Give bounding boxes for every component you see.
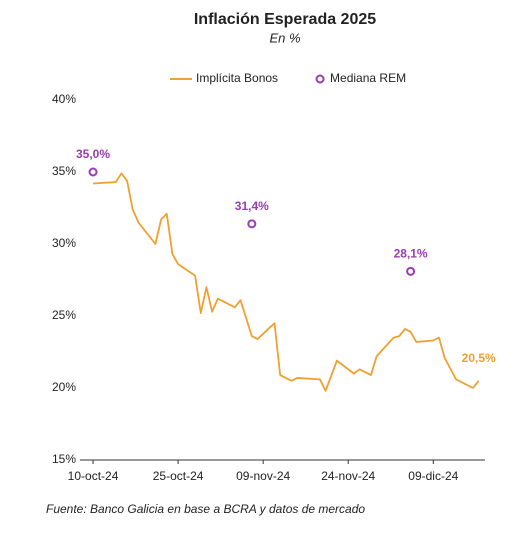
y-tick-label: 15%: [52, 452, 76, 466]
chart-title: Inflación Esperada 2025: [194, 11, 376, 28]
y-tick-label: 25%: [52, 308, 76, 322]
x-tick-label: 09-nov-24: [236, 469, 290, 483]
scatter-point: [88, 167, 98, 177]
data-label: 28,1%: [394, 247, 428, 261]
legend-swatch: [315, 74, 325, 84]
scatter-point: [247, 219, 257, 229]
x-tick-label: 09-dic-24: [408, 469, 458, 483]
y-tick-label: 40%: [52, 92, 76, 106]
data-label: 31,4%: [235, 199, 269, 213]
x-tick-label: 10-oct-24: [68, 469, 119, 483]
legend-label: Mediana REM: [330, 71, 406, 85]
data-label: 35,0%: [76, 147, 110, 161]
y-tick-label: 35%: [52, 164, 76, 178]
y-tick-label: 20%: [52, 380, 76, 394]
line-series: [92, 172, 480, 392]
chart-subtitle: En %: [269, 30, 300, 45]
x-tick-label: 25-oct-24: [153, 469, 204, 483]
data-label: 20,5%: [462, 351, 496, 365]
scatter-point: [406, 266, 416, 276]
x-tick-label: 24-nov-24: [321, 469, 375, 483]
y-tick-label: 30%: [52, 236, 76, 250]
legend-label: Implícita Bonos: [196, 71, 278, 85]
source-note: Fuente: Banco Galicia en base a BCRA y d…: [46, 502, 365, 516]
